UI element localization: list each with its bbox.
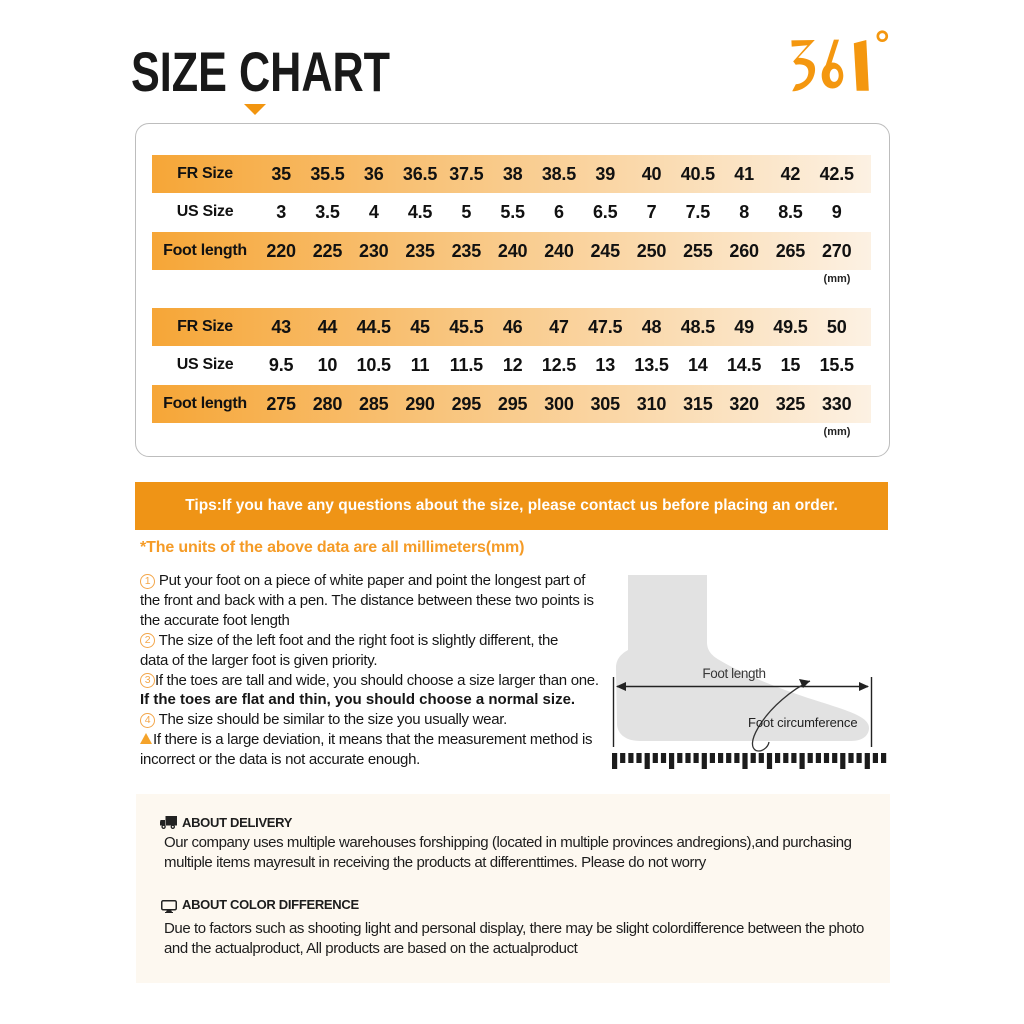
svg-text:Foot length: Foot length (702, 666, 765, 681)
svg-text:Foot circumference: Foot circumference (748, 715, 857, 730)
